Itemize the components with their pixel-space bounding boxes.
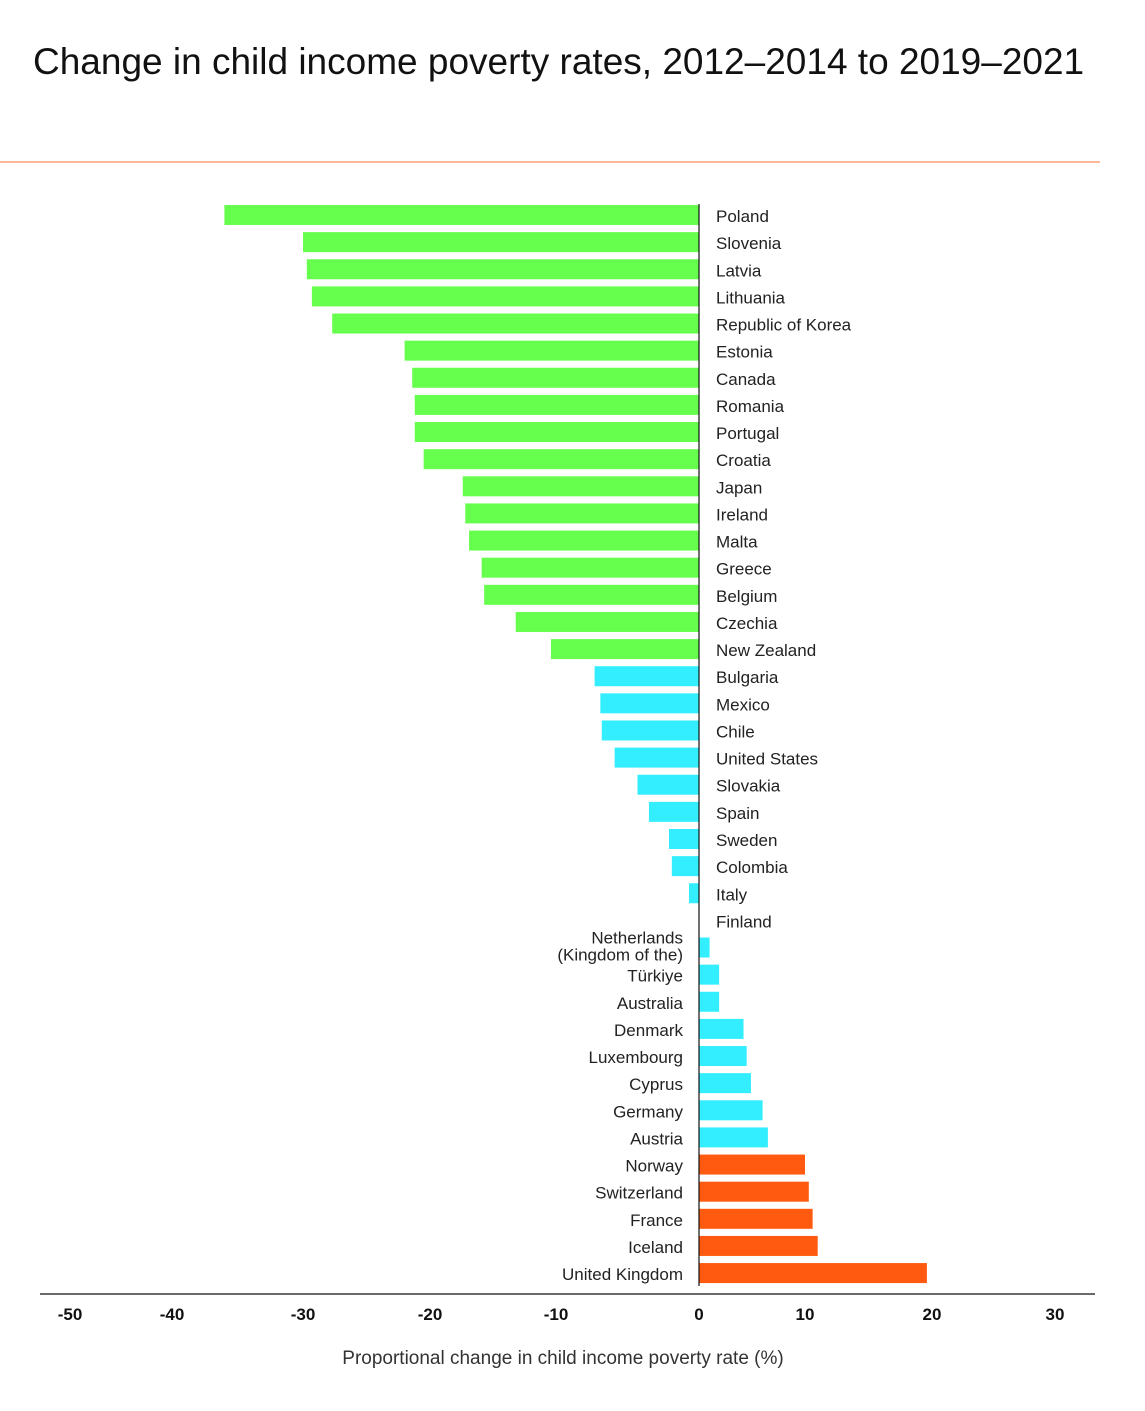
- category-label: Türkiye: [627, 967, 683, 986]
- category-label: Belgium: [716, 587, 777, 606]
- bar-iceland: [699, 1235, 818, 1256]
- category-label: Slovakia: [716, 777, 781, 796]
- bar-slovakia: [637, 774, 699, 795]
- category-label: Slovenia: [716, 234, 782, 253]
- x-tick-label: 10: [796, 1305, 815, 1324]
- category-label: Finland: [716, 912, 772, 931]
- bar-chile: [601, 720, 699, 741]
- category-label: France: [630, 1211, 683, 1230]
- x-axis-label: Proportional change in child income pove…: [342, 1348, 783, 1369]
- category-label: Chile: [716, 722, 755, 741]
- bar-canada: [412, 367, 699, 388]
- category-label: Canada: [716, 370, 776, 389]
- category-label: Malta: [716, 533, 758, 552]
- category-label: Austria: [630, 1129, 683, 1148]
- category-label: Estonia: [716, 343, 773, 362]
- bar-netherlands-kingdom-of-the-: [699, 937, 710, 958]
- category-label: Luxembourg: [588, 1048, 683, 1067]
- category-label: Republic of Korea: [716, 316, 852, 335]
- bar-cyprus: [699, 1073, 751, 1094]
- bar-lithuania: [311, 286, 699, 307]
- category-label: Spain: [716, 804, 759, 823]
- category-label: Iceland: [628, 1238, 683, 1257]
- x-tick-label: -10: [544, 1305, 569, 1324]
- bar-mexico: [600, 693, 699, 714]
- bar-republic-of-korea: [332, 313, 699, 334]
- category-label: Denmark: [614, 1021, 683, 1040]
- bar-norway: [699, 1154, 805, 1175]
- bar-estonia: [404, 340, 699, 361]
- category-label: Switzerland: [595, 1184, 683, 1203]
- bar-denmark: [699, 1018, 744, 1039]
- bar-malta: [469, 530, 699, 551]
- bar-romania: [414, 394, 699, 415]
- x-tick-label: -50: [58, 1305, 83, 1324]
- bar-luxembourg: [699, 1046, 747, 1067]
- bar-latvia: [306, 259, 699, 280]
- bar-italy: [688, 883, 699, 904]
- category-label: Australia: [617, 994, 684, 1013]
- bar-portugal: [414, 422, 699, 443]
- bar-colombia: [671, 856, 699, 877]
- bar-t-rkiye: [699, 964, 720, 985]
- category-label: Ireland: [716, 505, 768, 524]
- category-label: Colombia: [716, 858, 788, 877]
- bar-united-kingdom: [699, 1263, 927, 1284]
- bar-croatia: [423, 449, 699, 470]
- category-label: United Kingdom: [562, 1265, 683, 1284]
- category-label: Mexico: [716, 695, 770, 714]
- bar-spain: [648, 801, 699, 822]
- category-label: Japan: [716, 478, 762, 497]
- category-label: Germany: [613, 1102, 683, 1121]
- category-label: New Zealand: [716, 641, 816, 660]
- bar-united-states: [614, 747, 699, 768]
- bar-ireland: [465, 503, 699, 524]
- category-label: Greece: [716, 560, 772, 579]
- category-label: Poland: [716, 207, 769, 226]
- category-label: Netherlands (Kingdom of the): [557, 929, 683, 965]
- category-label: Norway: [625, 1157, 683, 1176]
- bar-czechia: [515, 611, 699, 632]
- category-label: Czechia: [716, 614, 778, 633]
- category-label: Cyprus: [629, 1075, 683, 1094]
- bar-australia: [699, 991, 720, 1012]
- x-tick-label: -40: [160, 1305, 185, 1324]
- category-label: Latvia: [716, 261, 762, 280]
- chart-title: Change in child income poverty rates, 20…: [33, 41, 1084, 82]
- bar-japan: [462, 476, 699, 497]
- bar-germany: [699, 1100, 763, 1121]
- category-label: Lithuania: [716, 288, 786, 307]
- category-label: Bulgaria: [716, 668, 779, 687]
- bar-poland: [224, 205, 699, 225]
- bar-bulgaria: [594, 666, 699, 687]
- x-tick-label: 30: [1046, 1305, 1065, 1324]
- x-tick-label: 20: [923, 1305, 942, 1324]
- bar-belgium: [484, 584, 699, 605]
- bar-slovenia: [303, 232, 699, 253]
- x-tick-label: -30: [291, 1305, 316, 1324]
- category-label: United States: [716, 750, 818, 769]
- x-tick-label: 0: [694, 1305, 703, 1324]
- category-label: Portugal: [716, 424, 779, 443]
- category-label: Romania: [716, 397, 785, 416]
- x-tick-label: -20: [418, 1305, 443, 1324]
- bar-france: [699, 1208, 813, 1229]
- category-label: Sweden: [716, 831, 777, 850]
- bar-austria: [699, 1127, 768, 1148]
- category-label: Italy: [716, 885, 748, 904]
- bar-greece: [481, 557, 699, 578]
- bar-new-zealand: [550, 639, 699, 660]
- bar-sweden: [668, 828, 699, 849]
- bar-switzerland: [699, 1181, 809, 1202]
- category-label: Croatia: [716, 451, 771, 470]
